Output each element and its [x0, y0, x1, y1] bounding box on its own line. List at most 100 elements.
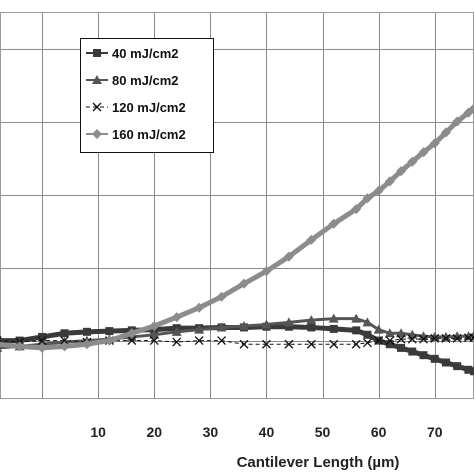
data-point-x — [374, 336, 384, 346]
data-point-x — [419, 334, 428, 344]
data-point-diamond — [362, 193, 373, 204]
data-point-square — [284, 322, 293, 331]
data-point-triangle — [384, 328, 395, 338]
legend-item: 120 mJ/cm2 — [86, 100, 186, 115]
data-point-x — [396, 334, 406, 344]
data-point-square — [60, 329, 69, 338]
data-point-x — [261, 339, 271, 349]
data-point-x — [127, 336, 137, 346]
data-point-diamond — [126, 328, 137, 339]
data-point-square — [385, 340, 394, 349]
data-point-x — [351, 339, 361, 349]
data-point-diamond — [469, 103, 474, 114]
data-point-diamond — [328, 218, 339, 229]
data-point-diamond — [306, 234, 317, 245]
data-point-triangle — [373, 324, 384, 334]
x-tick-label: 20 — [146, 424, 162, 440]
data-point-triangle — [283, 317, 294, 327]
data-point-square — [441, 358, 450, 367]
data-point-diamond — [418, 147, 429, 158]
legend-marker-x — [92, 102, 102, 112]
data-point-triangle — [239, 320, 250, 330]
data-point-x — [60, 336, 69, 346]
data-point-square — [363, 330, 372, 339]
data-point-diamond — [194, 302, 205, 313]
series-4 — [0, 103, 474, 353]
legend-label: 120 mJ/cm2 — [112, 100, 186, 115]
data-point-triangle — [362, 317, 373, 327]
data-point-triangle — [418, 331, 429, 341]
data-point-diamond — [104, 335, 115, 346]
data-point-diamond — [396, 166, 407, 177]
x-tick-label: 60 — [371, 424, 387, 440]
data-point-diamond — [239, 278, 250, 289]
data-point-x — [172, 337, 182, 347]
data-point-triangle — [171, 326, 182, 336]
legend-label: 160 mJ/cm2 — [112, 127, 186, 142]
series-line — [0, 317, 474, 350]
data-point-x — [306, 339, 316, 349]
data-point-x — [441, 333, 451, 343]
x-tick-label: 70 — [427, 424, 443, 440]
x-tick-label: 30 — [203, 424, 219, 440]
data-point-diamond — [261, 266, 272, 277]
data-point-diamond — [14, 341, 25, 352]
data-point-diamond — [373, 185, 384, 196]
data-point-diamond — [440, 127, 451, 138]
data-point-x — [469, 333, 474, 343]
data-point-diamond — [171, 312, 182, 323]
data-point-x — [329, 339, 339, 349]
series-line — [0, 106, 474, 351]
series-1 — [0, 322, 474, 376]
series-layer — [0, 103, 474, 376]
legend-marker-triangle — [92, 75, 102, 84]
data-point-triangle — [351, 313, 362, 323]
data-point-triangle — [216, 322, 227, 332]
data-point-triangle — [306, 315, 317, 325]
data-point-diamond — [59, 341, 70, 352]
x-tick-label: 50 — [315, 424, 331, 440]
x-tick-label: 40 — [259, 424, 275, 440]
data-point-square — [430, 354, 439, 363]
legend-item: 80 mJ/cm2 — [86, 73, 179, 88]
legend-marker-square — [93, 49, 101, 57]
data-point-diamond — [216, 291, 227, 302]
data-point-x — [452, 333, 462, 343]
data-point-diamond — [81, 339, 92, 350]
data-point-diamond — [37, 342, 48, 353]
data-point-square — [329, 324, 338, 333]
data-point-square — [352, 326, 361, 335]
data-point-x — [239, 339, 249, 349]
data-point-x — [37, 336, 47, 346]
data-point-diamond — [149, 320, 160, 331]
data-point-triangle — [149, 329, 160, 339]
data-point-square — [470, 367, 474, 376]
data-point-triangle — [194, 324, 205, 334]
data-point-x — [194, 336, 204, 346]
legend-marker-diamond — [92, 129, 102, 139]
legend-item: 160 mJ/cm2 — [86, 127, 186, 142]
data-point-triangle — [328, 313, 339, 323]
data-point-diamond — [452, 116, 463, 127]
data-point-square — [307, 323, 316, 332]
data-point-square — [105, 327, 114, 336]
x-axis-label: Cantilever Length (µm) — [237, 454, 400, 471]
legend-item: 40 mJ/cm2 — [86, 46, 179, 61]
data-point-diamond — [407, 156, 418, 167]
data-point-x — [149, 336, 159, 346]
legend: 40 mJ/cm2 80 mJ/cm2 120 mJ/cm2 160 mJ/cm2 — [80, 38, 214, 153]
x-tick-labels: 10 20 30 40 50 60 70 — [90, 424, 442, 440]
data-point-diamond — [384, 176, 395, 187]
data-point-triangle — [396, 328, 407, 338]
data-point-square — [453, 362, 462, 371]
data-point-triangle — [261, 319, 272, 329]
data-point-x — [284, 339, 294, 349]
data-point-square — [15, 336, 24, 345]
data-point-square — [38, 332, 47, 341]
data-point-x — [362, 338, 372, 348]
legend-items: 40 mJ/cm2 80 mJ/cm2 120 mJ/cm2 160 mJ/cm2 — [86, 46, 186, 142]
data-point-x — [217, 336, 227, 346]
legend-label: 40 mJ/cm2 — [112, 46, 179, 61]
data-point-x — [430, 333, 440, 343]
